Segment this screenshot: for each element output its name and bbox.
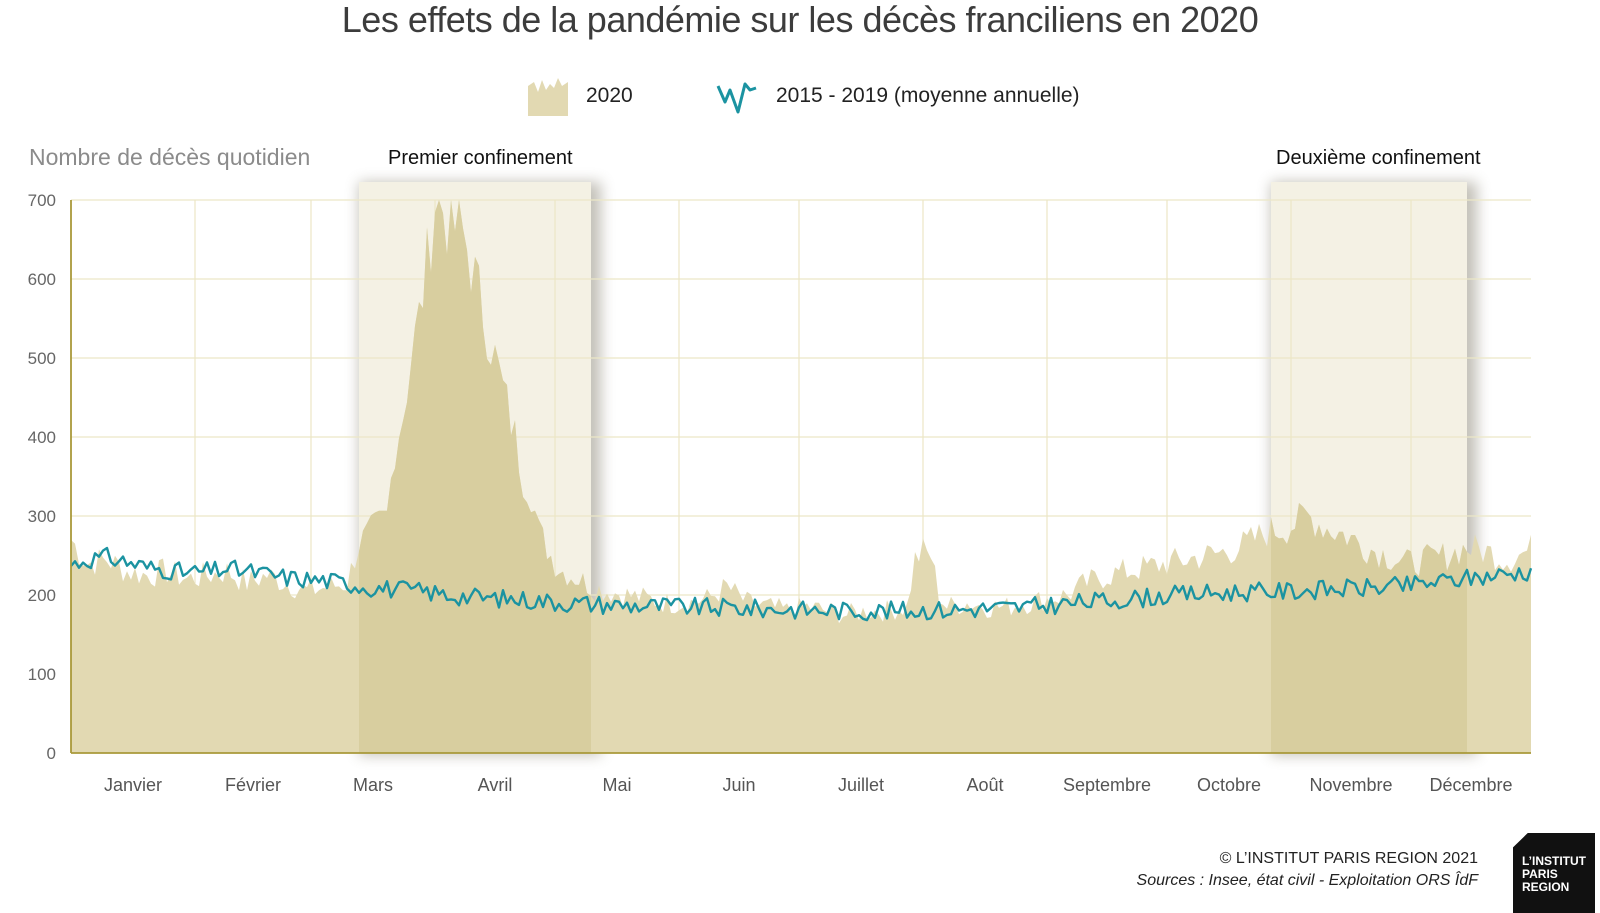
legend-line-swatch [716,82,757,114]
legend-area-swatch [528,78,568,116]
x-tick-label-12: Décembre [1429,775,1512,795]
legend-label-average: 2015 - 2019 (moyenne annuelle) [776,84,1080,107]
y-tick-label-100: 100 [28,665,56,684]
x-tick-label-10: Octobre [1197,775,1261,795]
logo-line-2: PARIS [1522,867,1558,881]
y-tick-label-400: 400 [28,428,56,447]
x-tick-label-6: Juin [722,775,755,795]
logo-line-1: L’INSTITUT [1522,854,1586,868]
x-tick-label-3: Mars [353,775,393,795]
chart-plot: 0 100 200 300 400 500 600 700 Janvier Février Mars… [28,182,1533,795]
y-tick-label-200: 200 [28,586,56,605]
legend-item-average: 2015 - 2019 (moyenne annuelle) [716,72,1080,120]
x-tick-label-5: Mai [602,775,631,795]
x-tick-label-9: Septembre [1063,775,1151,795]
sources-text: Sources : Insee, état civil - Exploitati… [1136,872,1478,889]
x-tick-label-2: Février [225,775,281,795]
period-label-first-lockdown: Premier confinement [388,147,573,169]
chart-title: Les effets de la pandémie sur les décès … [341,0,1259,40]
institut-paris-region-logo: L’INSTITUT PARIS REGION [1513,833,1595,913]
legend-label-2020: 2020 [586,84,633,107]
footer: © L’INSTITUT PARIS REGION 2021 Sources :… [1137,848,1478,892]
y-tick-label-500: 500 [28,349,56,368]
area-2020-lockdown-1 [359,200,591,753]
x-tick-label-4: Avril [478,775,513,795]
x-tick-label-11: Novembre [1309,775,1392,795]
line-2015-2019 [70,546,1533,622]
legend-item-2020: 2020 [528,72,633,120]
y-tick-label-0: 0 [47,744,56,763]
period-label-second-lockdown: Deuxième confinement [1276,147,1481,169]
logo-line-3: REGION [1522,880,1570,894]
legend: 2020 2015 - 2019 (moyenne annuelle) [0,72,1600,120]
y-tick-label-300: 300 [28,507,56,526]
x-tick-label-8: Août [966,775,1003,795]
x-tick-label-1: Janvier [104,775,162,795]
y-axis-title: Nombre de décès quotidien [29,144,311,170]
y-tick-label-600: 600 [28,270,56,289]
x-tick-label-7: Juillet [838,775,884,795]
area-2020-lockdown-2 [1271,503,1467,753]
copyright-text: © L’INSTITUT PARIS REGION 2021 [1219,850,1478,867]
y-tick-label-700: 700 [28,191,56,210]
